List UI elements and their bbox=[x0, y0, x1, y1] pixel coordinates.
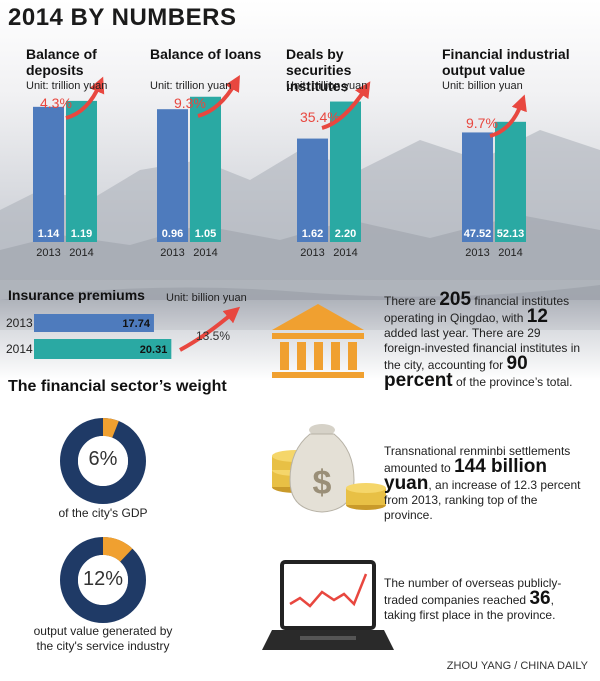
hbar-year-label: 2013 bbox=[6, 316, 33, 330]
donut-label-service: output value generated by the city's ser… bbox=[33, 624, 173, 653]
chart-title-output: Financial industrial output value bbox=[442, 46, 570, 78]
growth-label: 9.3% bbox=[174, 95, 206, 111]
bar-value-label: 47.52 bbox=[464, 228, 492, 240]
bar-value-label: 1.05 bbox=[195, 228, 216, 240]
hbar-value-label: 20.31 bbox=[140, 344, 168, 356]
donut-hole bbox=[78, 555, 128, 605]
bar-2014 bbox=[66, 100, 97, 243]
bar-charts: 1.14 2013 1.19 2014 4.3% 0.96 2013 1.05 2014 9.3%… bbox=[6, 75, 527, 359]
growth-arrow bbox=[65, 76, 105, 120]
svg-text:$: $ bbox=[313, 464, 332, 502]
year-label: 2013 bbox=[465, 247, 489, 259]
growth-label: 9.7% bbox=[466, 115, 498, 131]
laptop-line-chart-icon bbox=[262, 560, 394, 650]
year-label: 2014 bbox=[333, 247, 357, 259]
bar-value-label: 1.62 bbox=[302, 228, 323, 240]
donut-slice bbox=[102, 537, 133, 563]
year-label: 2014 bbox=[193, 247, 217, 259]
donut-slice bbox=[102, 418, 119, 438]
growth-arrow bbox=[321, 81, 371, 130]
page-title: 2014 BY NUMBERS bbox=[8, 4, 237, 31]
bar-2014 bbox=[330, 101, 361, 243]
year-label: 2013 bbox=[160, 247, 184, 259]
donut-value-gdp: 6% bbox=[88, 448, 118, 470]
growth-label: 13.5% bbox=[196, 329, 230, 343]
bar-2013 bbox=[462, 132, 493, 242]
chart-unit-output: Unit: billion yuan bbox=[442, 80, 523, 92]
bar-2013 bbox=[157, 109, 188, 242]
chart-unit-securities: Unit: trillion yuan bbox=[286, 80, 368, 92]
year-label: 2014 bbox=[498, 247, 522, 259]
bar-value-label: 1.14 bbox=[38, 228, 60, 240]
hbar-2013 bbox=[34, 314, 154, 332]
chart-title-insurance: Insurance premiums bbox=[8, 287, 145, 303]
credit-line: ZHOU YANG / CHINA DAILY bbox=[446, 660, 588, 672]
donut-hole bbox=[78, 436, 128, 486]
donut-label-gdp: of the city's GDP bbox=[58, 506, 148, 520]
growth-arrow bbox=[197, 75, 240, 118]
fact-institutes: There are 205 financial institutes opera… bbox=[384, 289, 581, 391]
hbar-year-label: 2014 bbox=[6, 342, 33, 356]
chart-unit-loans: Unit: trillion yuan bbox=[150, 80, 232, 92]
section-title-weight: The financial sector’s weight bbox=[8, 378, 227, 395]
bar-2013 bbox=[33, 106, 64, 242]
donut-value-service: 12% bbox=[82, 568, 124, 590]
chart-unit-deposits: Unit: trillion yuan bbox=[26, 80, 108, 92]
fact-settlement: Transnational renminbi settlements amoun… bbox=[384, 444, 581, 522]
bar-value-label: 52.13 bbox=[497, 228, 525, 240]
year-label: 2013 bbox=[36, 247, 60, 259]
bar-value-label: 2.20 bbox=[335, 228, 356, 240]
growth-arrow bbox=[179, 306, 241, 352]
fact-companies: The number of overseas publicly-traded c… bbox=[384, 576, 562, 622]
chart-unit-insurance: Unit: billion yuan bbox=[166, 292, 247, 304]
bar-2013 bbox=[297, 138, 328, 242]
donut-charts bbox=[60, 418, 146, 623]
money-bag-coins-icon: $ bbox=[272, 424, 386, 513]
growth-arrow bbox=[489, 94, 527, 138]
hbar-value-label: 17.74 bbox=[122, 318, 150, 330]
year-label: 2013 bbox=[300, 247, 324, 259]
bar-value-label: 0.96 bbox=[162, 228, 183, 240]
chart-title-securities: Deals by securities institutes bbox=[286, 46, 352, 94]
chart-title-deposits: Balance of deposits bbox=[26, 46, 97, 78]
year-label: 2014 bbox=[69, 247, 93, 259]
bank-icon bbox=[272, 304, 364, 378]
growth-label: 4.3% bbox=[40, 95, 72, 111]
bar-2014 bbox=[495, 121, 526, 242]
hbar-2014 bbox=[34, 339, 172, 359]
bar-value-label: 1.19 bbox=[71, 228, 92, 240]
growth-label: 35.4% bbox=[300, 109, 340, 125]
bar-2014 bbox=[190, 96, 221, 242]
chart-title-loans: Balance of loans bbox=[150, 46, 262, 62]
